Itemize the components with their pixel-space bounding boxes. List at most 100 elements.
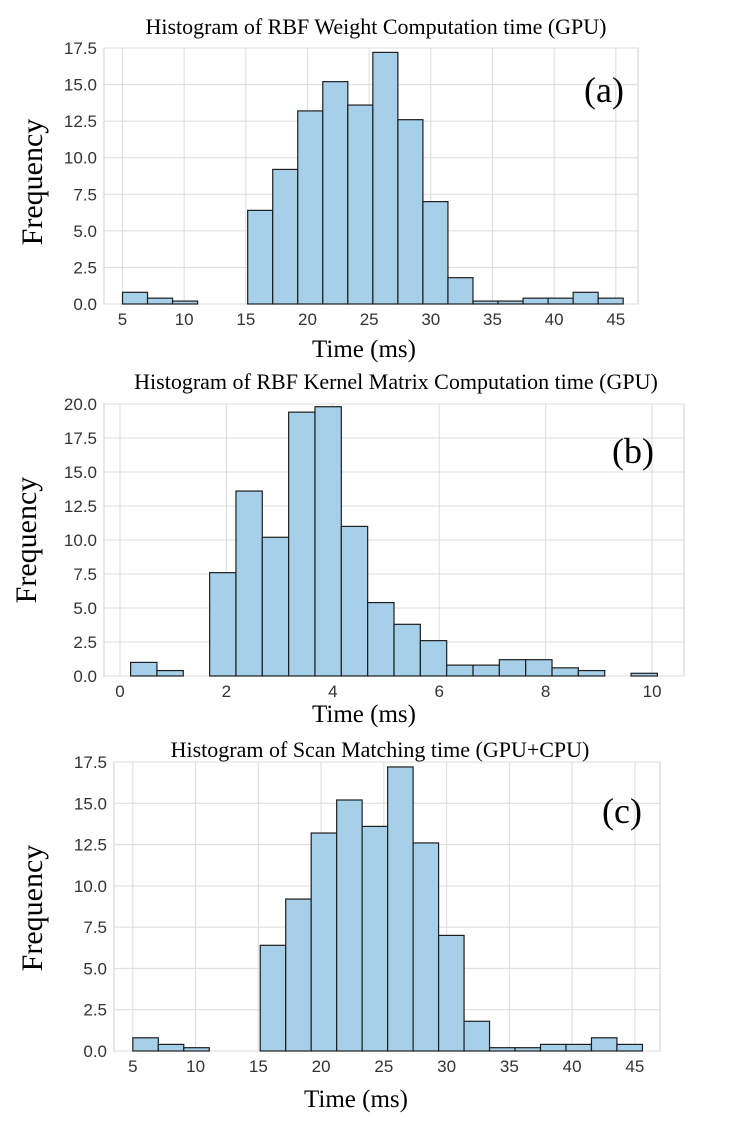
panel-label: (a) <box>584 70 624 110</box>
histogram-bar <box>630 672 658 677</box>
y-tick-label: 12.5 <box>64 112 97 131</box>
y-tick-labels: 0.0 2.5 5.0 7.5 10.0 12.5 15.0 17.5 20.0 <box>64 395 97 686</box>
x-tick-label: 10 <box>643 682 662 701</box>
histogram-bar <box>565 1043 593 1052</box>
y-axis-label: Frequency <box>16 119 49 246</box>
x-tick-label: 6 <box>434 682 443 701</box>
y-tick-label: 10.0 <box>74 877 107 896</box>
y-tick-label: 12.5 <box>64 497 97 516</box>
y-tick-label: 2.5 <box>73 258 97 277</box>
x-tick-labels: 5 10 15 20 25 30 35 40 45 <box>128 1057 644 1076</box>
x-tick-label: 0 <box>115 682 124 701</box>
y-tick-label: 12.5 <box>74 836 107 855</box>
chart-title: Histogram of RBF Kernel Matrix Computati… <box>134 369 658 394</box>
x-tick-label: 4 <box>328 682 337 701</box>
histogram-bar <box>157 1043 185 1052</box>
histogram-bar <box>551 667 579 677</box>
histogram-bar <box>285 898 312 1052</box>
histogram-bar <box>447 277 474 305</box>
histogram-bar <box>590 1037 618 1052</box>
y-tick-label: 7.5 <box>73 185 97 204</box>
histogram-bar <box>422 201 449 305</box>
histogram-bar <box>498 659 527 677</box>
histogram-bar <box>446 664 474 677</box>
y-axis-label: Frequency <box>10 477 43 604</box>
x-tick-label: 35 <box>483 310 502 329</box>
y-tick-labels: 0.0 2.5 5.0 7.5 10.0 12.5 15.0 17.5 <box>64 39 97 314</box>
histogram-bar <box>121 291 149 305</box>
y-tick-label: 15.0 <box>64 76 97 95</box>
histogram-bar <box>183 1047 210 1052</box>
histogram-bar <box>259 944 287 1052</box>
y-tick-label: 0.0 <box>73 295 97 314</box>
histogram-bar <box>322 81 349 305</box>
histogram-bar <box>347 104 374 305</box>
x-tick-label: 20 <box>298 310 317 329</box>
histogram-bar <box>514 1047 542 1052</box>
y-tick-label: 20.0 <box>64 395 97 414</box>
histogram-panel-a: Histogram of RBF Weight Computation time… <box>16 14 639 363</box>
histogram-bar <box>171 300 199 305</box>
histogram-bar <box>597 297 624 305</box>
chart-title: Histogram of Scan Matching time (GPU+CPU… <box>171 737 590 762</box>
y-axis-label: Frequency <box>16 845 49 972</box>
histogram-bar <box>297 110 324 305</box>
x-tick-label: 30 <box>421 310 440 329</box>
x-tick-label: 8 <box>541 682 550 701</box>
histogram-bar <box>539 1043 567 1052</box>
histogram-bar <box>336 799 363 1052</box>
x-tick-labels: 0 2 4 6 8 10 <box>115 682 661 701</box>
histogram-bar <box>472 300 499 305</box>
histogram-bar <box>361 825 389 1052</box>
histogram-bar <box>572 291 599 305</box>
histogram-bar <box>419 640 448 677</box>
x-tick-label: 15 <box>236 310 255 329</box>
y-tick-label: 0.0 <box>83 1042 107 1061</box>
x-tick-label: 25 <box>374 1057 393 1076</box>
y-tick-label: 7.5 <box>73 565 97 584</box>
x-tick-label: 30 <box>437 1057 456 1076</box>
histogram-bar <box>525 659 553 677</box>
histogram-bar <box>437 934 465 1052</box>
x-tick-label: 2 <box>222 682 231 701</box>
histogram-bar <box>488 1047 516 1052</box>
histogram-bar <box>577 669 606 677</box>
y-tick-label: 17.5 <box>64 39 97 58</box>
histogram-bar <box>156 669 184 677</box>
histogram-bar <box>209 572 237 677</box>
y-tick-label: 17.5 <box>74 753 107 772</box>
bars <box>121 51 624 305</box>
x-tick-label: 5 <box>118 310 127 329</box>
histogram-bar <box>130 661 158 677</box>
x-tick-label: 15 <box>249 1057 268 1076</box>
y-tick-label: 15.0 <box>64 463 97 482</box>
x-tick-label: 45 <box>625 1057 644 1076</box>
histogram-bar <box>387 766 414 1052</box>
x-tick-label: 35 <box>500 1057 519 1076</box>
x-tick-label: 10 <box>175 310 194 329</box>
histogram-bar <box>372 51 399 305</box>
histogram-bar <box>247 209 274 305</box>
y-tick-label: 7.5 <box>83 918 107 937</box>
x-axis-label: Time (ms) <box>312 701 416 728</box>
bars <box>132 766 644 1052</box>
histogram-bar <box>340 525 369 677</box>
y-tick-label: 2.5 <box>83 1001 107 1020</box>
histogram-bar <box>288 411 316 677</box>
y-tick-label: 2.5 <box>73 633 97 652</box>
y-tick-label: 17.5 <box>64 429 97 448</box>
histogram-bar <box>272 168 299 305</box>
x-tick-label: 20 <box>312 1057 331 1076</box>
histogram-bar <box>522 297 549 305</box>
bars <box>130 406 658 677</box>
histogram-bar <box>463 1020 491 1052</box>
histogram-bar <box>314 406 342 677</box>
y-tick-label: 10.0 <box>64 531 97 550</box>
chart-title: Histogram of RBF Weight Computation time… <box>145 14 606 39</box>
histogram-bar <box>412 842 440 1052</box>
histogram-bar <box>261 536 290 677</box>
x-axis-label: Time (ms) <box>304 1086 408 1113</box>
histogram-panel-b: Histogram of RBF Kernel Matrix Computati… <box>10 369 685 728</box>
y-tick-label: 0.0 <box>73 667 97 686</box>
x-tick-label: 40 <box>563 1057 582 1076</box>
